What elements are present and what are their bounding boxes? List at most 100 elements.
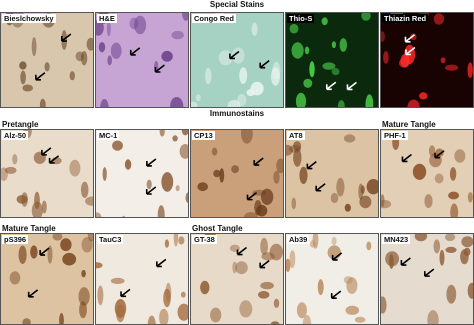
cell	[330, 192, 339, 204]
panel-label: MC-1	[97, 131, 120, 140]
cell	[241, 130, 253, 144]
micrograph	[381, 234, 473, 324]
cell	[361, 13, 371, 21]
cell	[381, 296, 387, 314]
cell	[60, 238, 72, 252]
cell	[179, 144, 188, 159]
cell	[344, 203, 351, 212]
panel-label: pS396	[2, 235, 29, 244]
cell	[366, 241, 372, 251]
cell	[336, 177, 345, 197]
cell	[433, 13, 445, 25]
cell	[239, 67, 248, 84]
cell	[172, 135, 178, 142]
panel-label: Alz-50	[2, 131, 29, 140]
cell	[303, 78, 313, 88]
cell	[59, 313, 64, 324]
cell	[75, 51, 85, 62]
cell	[389, 254, 394, 269]
stain-panel: AT8	[285, 129, 379, 218]
cell	[87, 234, 93, 242]
cell	[302, 315, 312, 324]
stain-panel: MN423	[380, 233, 474, 325]
arrow	[315, 183, 326, 192]
stage-label: Pretangle	[2, 120, 39, 129]
cell	[146, 179, 152, 190]
cell	[112, 140, 123, 151]
cell	[365, 94, 374, 107]
arrow	[325, 81, 337, 91]
arrow	[400, 257, 411, 266]
stage-label: Ghost Tangle	[192, 224, 243, 233]
cell	[231, 47, 245, 64]
micrograph	[381, 135, 473, 217]
cell	[81, 237, 93, 253]
cell	[446, 284, 457, 304]
cell	[211, 147, 218, 156]
cell	[134, 15, 147, 35]
cell	[227, 99, 241, 107]
stain-panel: CP13	[190, 129, 284, 218]
cell	[34, 191, 40, 209]
cell	[293, 141, 302, 151]
cell	[412, 163, 427, 180]
stain-panel: TauC3	[95, 233, 189, 325]
cell	[100, 99, 109, 107]
cell	[467, 192, 473, 203]
cell	[159, 130, 165, 137]
arrow	[39, 247, 50, 256]
cell	[163, 288, 171, 308]
cell	[210, 307, 222, 323]
cell	[273, 170, 280, 184]
cell	[400, 54, 410, 68]
cell	[80, 181, 89, 198]
cell	[461, 236, 473, 248]
cell	[445, 246, 457, 253]
cell	[85, 196, 93, 206]
panel-label: Bieslchowsky	[2, 14, 56, 23]
cell	[354, 316, 366, 323]
cell	[272, 61, 281, 80]
cell	[69, 159, 81, 177]
cell	[343, 134, 356, 143]
cell	[327, 245, 341, 260]
cell	[239, 300, 253, 318]
arrow	[434, 150, 445, 159]
arrow	[401, 153, 412, 163]
stain-panel: GT-38	[190, 233, 284, 325]
cell	[62, 252, 77, 266]
micrograph	[197, 130, 283, 217]
cell	[244, 212, 258, 217]
cell	[269, 243, 283, 261]
cell	[440, 57, 446, 64]
cell	[339, 38, 347, 52]
cell	[31, 37, 37, 57]
cell	[435, 148, 444, 157]
cell	[304, 46, 310, 55]
stain-panel: Alz-50	[0, 129, 94, 218]
cell	[270, 321, 280, 324]
micrograph	[1, 130, 93, 217]
panel-label: CP13	[192, 131, 215, 140]
cell	[381, 194, 385, 207]
cell	[180, 291, 186, 298]
panel-label: H&E	[97, 14, 117, 23]
cell	[22, 318, 31, 324]
cell	[52, 234, 63, 241]
cell	[12, 154, 18, 165]
cell	[321, 17, 328, 26]
cell	[106, 21, 111, 37]
cell	[331, 236, 337, 246]
arrow	[27, 289, 39, 298]
cell	[256, 204, 268, 217]
cell	[231, 165, 239, 174]
cell	[454, 149, 466, 163]
panel-label: TauC3	[97, 235, 124, 244]
cell	[276, 158, 283, 174]
cell	[428, 145, 436, 157]
arrow	[423, 268, 435, 277]
micrograph	[191, 13, 281, 107]
cell	[19, 61, 27, 70]
stain-panel: Ab39	[285, 233, 379, 325]
